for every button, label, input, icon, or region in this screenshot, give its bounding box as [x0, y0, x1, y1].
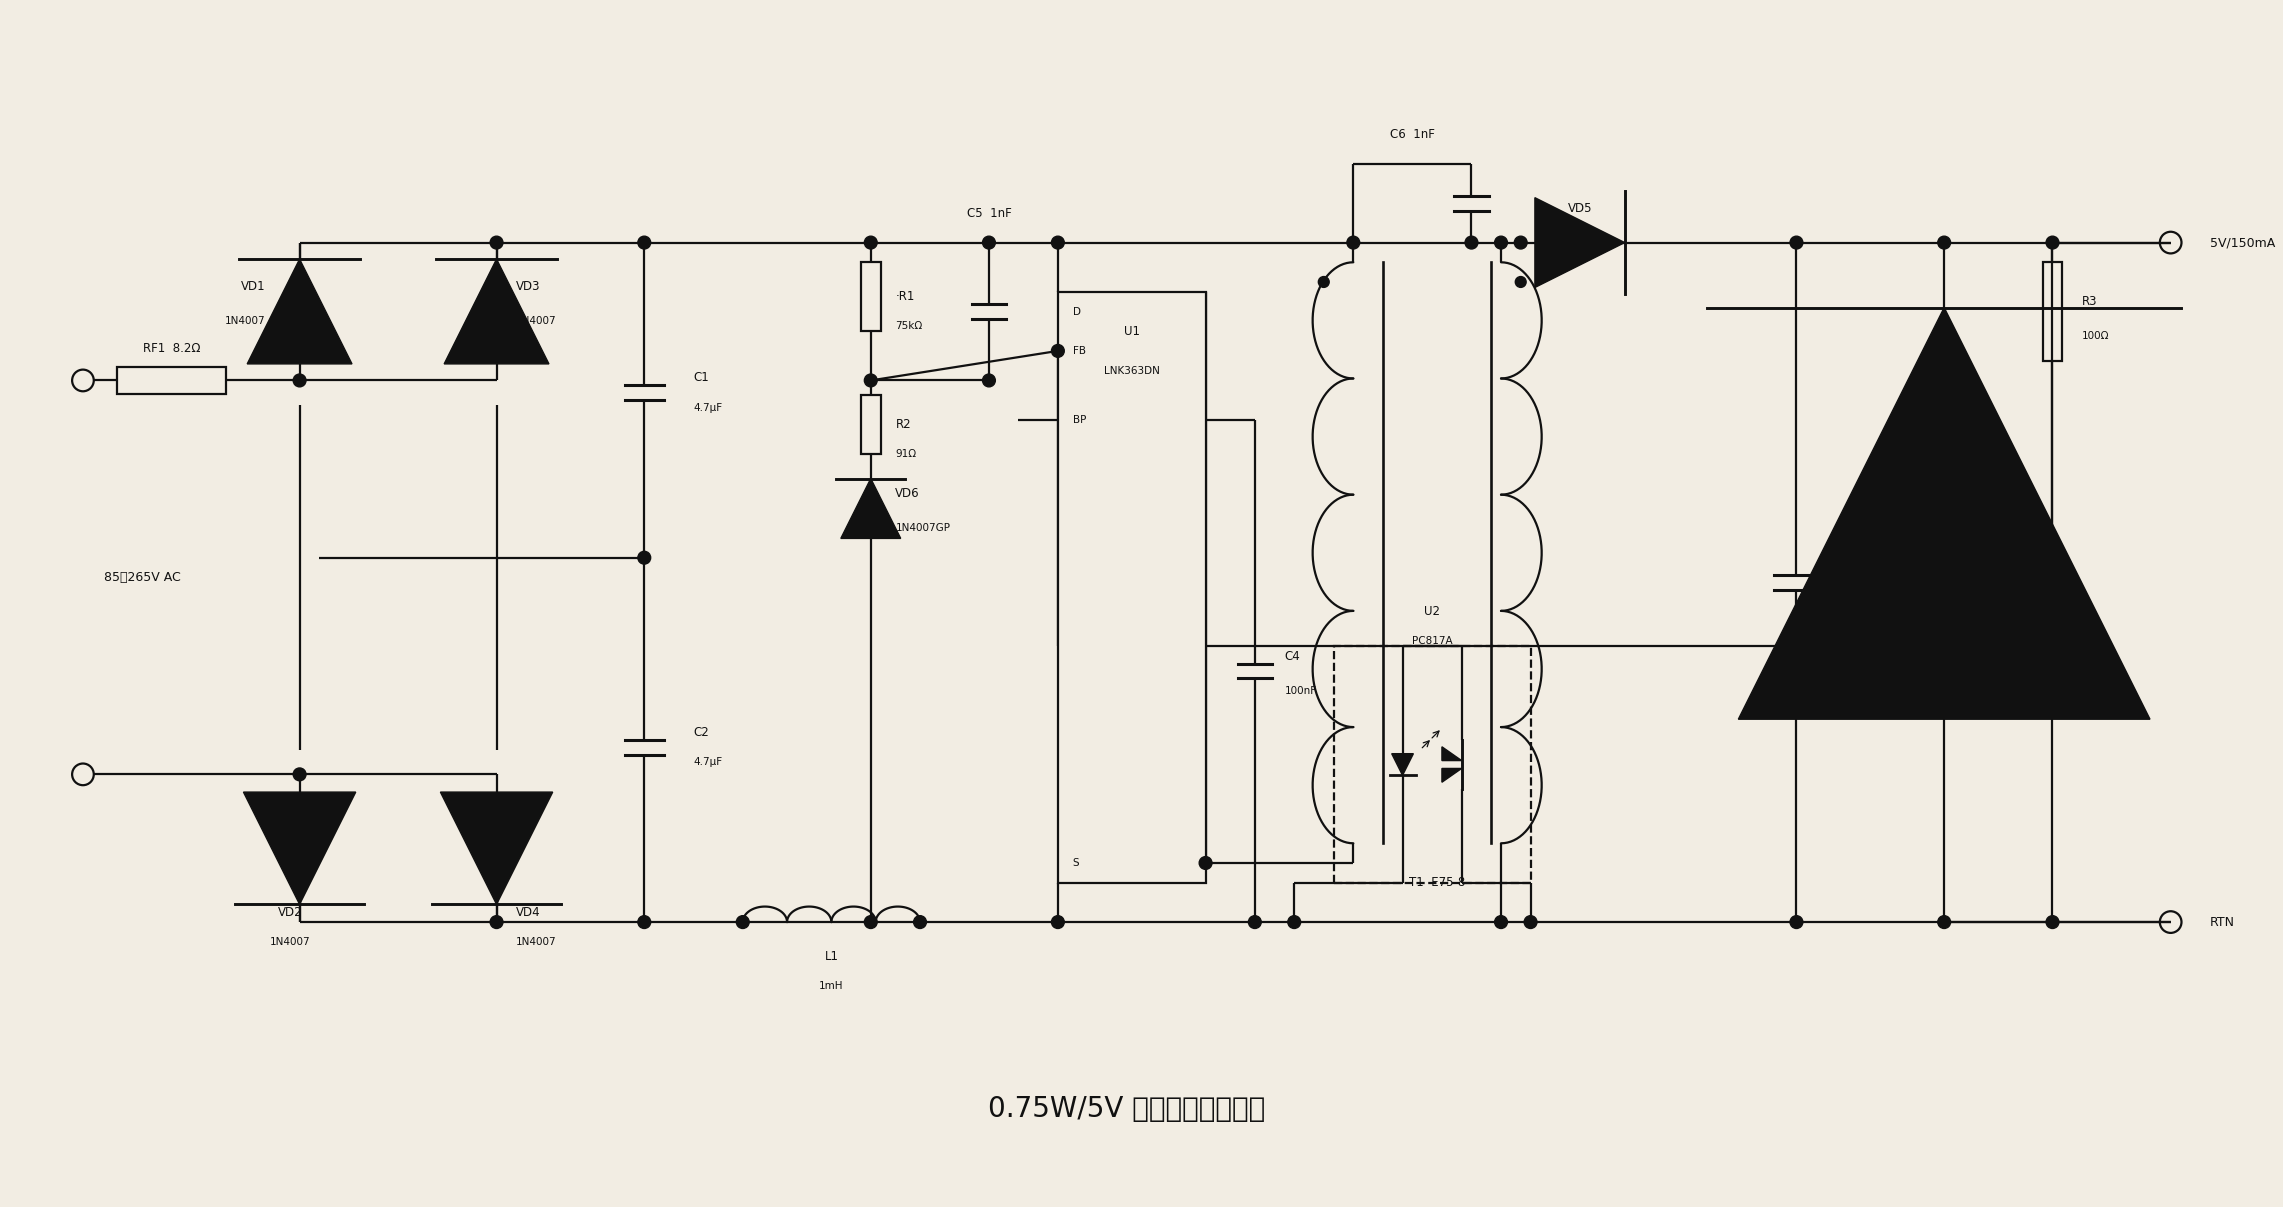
- Text: T1  E75-8: T1 E75-8: [1409, 876, 1466, 890]
- Text: ·R1: ·R1: [895, 290, 915, 303]
- Text: C5  1nF: C5 1nF: [966, 206, 1011, 220]
- Text: VD6: VD6: [895, 488, 920, 500]
- Text: RF1  8.2Ω: RF1 8.2Ω: [144, 343, 201, 355]
- Circle shape: [1249, 916, 1260, 928]
- Circle shape: [1052, 344, 1064, 357]
- Text: 85～265V AC: 85～265V AC: [103, 571, 180, 584]
- Circle shape: [1199, 857, 1212, 869]
- Circle shape: [1938, 237, 1950, 249]
- Bar: [116, 367, 226, 395]
- Bar: [1333, 646, 1530, 882]
- Circle shape: [1790, 916, 1804, 928]
- Circle shape: [865, 237, 877, 249]
- Circle shape: [1495, 237, 1507, 249]
- Circle shape: [982, 237, 995, 249]
- Text: 75kΩ: 75kΩ: [895, 321, 922, 331]
- Circle shape: [1495, 916, 1507, 928]
- Text: VD3: VD3: [516, 280, 541, 293]
- Circle shape: [737, 916, 749, 928]
- Circle shape: [292, 374, 306, 387]
- Polygon shape: [1443, 769, 1461, 782]
- Text: C1: C1: [694, 372, 710, 385]
- Text: 1mH: 1mH: [820, 981, 845, 991]
- Polygon shape: [1737, 308, 2151, 719]
- Circle shape: [637, 237, 651, 249]
- Text: VD2: VD2: [279, 905, 301, 919]
- Text: U2: U2: [1425, 606, 1441, 618]
- Circle shape: [2046, 237, 2059, 249]
- Text: FB: FB: [1073, 346, 1087, 356]
- Circle shape: [292, 768, 306, 781]
- Circle shape: [1516, 276, 1525, 287]
- Text: C3: C3: [1845, 556, 1861, 570]
- Text: VD4: VD4: [516, 905, 541, 919]
- Text: C4: C4: [1285, 649, 1299, 663]
- Circle shape: [1514, 237, 1527, 249]
- Text: C6  1nF: C6 1nF: [1390, 128, 1434, 141]
- Polygon shape: [1393, 753, 1413, 775]
- Circle shape: [913, 916, 927, 928]
- Text: L1: L1: [824, 950, 838, 963]
- Circle shape: [1938, 916, 1950, 928]
- Text: PC817A: PC817A: [1411, 636, 1452, 647]
- Text: 1N4007: 1N4007: [224, 316, 265, 326]
- Text: 1N5818: 1N5818: [1559, 233, 1600, 243]
- Circle shape: [1466, 237, 1477, 249]
- Text: 4.7μF: 4.7μF: [694, 402, 724, 413]
- Text: VD1: VD1: [240, 280, 265, 293]
- Circle shape: [491, 916, 502, 928]
- Text: R2: R2: [895, 419, 911, 431]
- Circle shape: [1052, 916, 1064, 928]
- Text: 1N4007GP: 1N4007GP: [895, 523, 950, 533]
- Circle shape: [1347, 237, 1361, 249]
- Circle shape: [2046, 916, 2059, 928]
- Text: 0.75W/5V 输出开关电源电路: 0.75W/5V 输出开关电源电路: [989, 1095, 1265, 1124]
- Polygon shape: [1443, 747, 1461, 760]
- Circle shape: [865, 374, 877, 387]
- Circle shape: [982, 374, 995, 387]
- Polygon shape: [840, 478, 902, 538]
- Text: R3: R3: [2082, 296, 2098, 308]
- Circle shape: [637, 552, 651, 564]
- Bar: [861, 262, 881, 331]
- Polygon shape: [247, 260, 352, 363]
- Text: S: S: [1073, 858, 1080, 868]
- Bar: [1057, 292, 1205, 882]
- Polygon shape: [1534, 198, 1625, 287]
- Text: LNK363DN: LNK363DN: [1103, 366, 1160, 375]
- Circle shape: [1317, 276, 1329, 287]
- Bar: [2043, 262, 2062, 361]
- Text: BZX79B3V9: BZX79B3V9: [1975, 518, 2036, 529]
- Text: BP: BP: [1073, 415, 1087, 425]
- Text: 1N4007: 1N4007: [269, 937, 310, 946]
- Text: 1N4007: 1N4007: [516, 316, 557, 326]
- Circle shape: [1525, 916, 1536, 928]
- Circle shape: [1288, 916, 1301, 928]
- Text: 100Ω: 100Ω: [2082, 331, 2109, 342]
- Text: C2: C2: [694, 725, 710, 739]
- Text: D: D: [1073, 307, 1080, 316]
- Text: 1N4007: 1N4007: [516, 937, 557, 946]
- Text: U1: U1: [1123, 325, 1139, 338]
- Circle shape: [637, 916, 651, 928]
- Text: RTN: RTN: [2210, 916, 2235, 928]
- Text: 4.7μF: 4.7μF: [694, 757, 724, 766]
- Text: VR1: VR1: [1975, 477, 1998, 490]
- Circle shape: [1052, 237, 1064, 249]
- Circle shape: [1790, 237, 1804, 249]
- Text: 91Ω: 91Ω: [895, 449, 915, 460]
- Text: 470μF: 470μF: [1845, 597, 1879, 607]
- Circle shape: [865, 916, 877, 928]
- Text: 100nF: 100nF: [1285, 686, 1317, 695]
- Polygon shape: [445, 260, 548, 363]
- Polygon shape: [244, 792, 356, 904]
- Text: 5V/150mA: 5V/150mA: [2210, 237, 2276, 249]
- Text: VD5: VD5: [1568, 202, 1591, 215]
- Bar: [861, 395, 881, 454]
- Polygon shape: [441, 792, 552, 904]
- Circle shape: [491, 237, 502, 249]
